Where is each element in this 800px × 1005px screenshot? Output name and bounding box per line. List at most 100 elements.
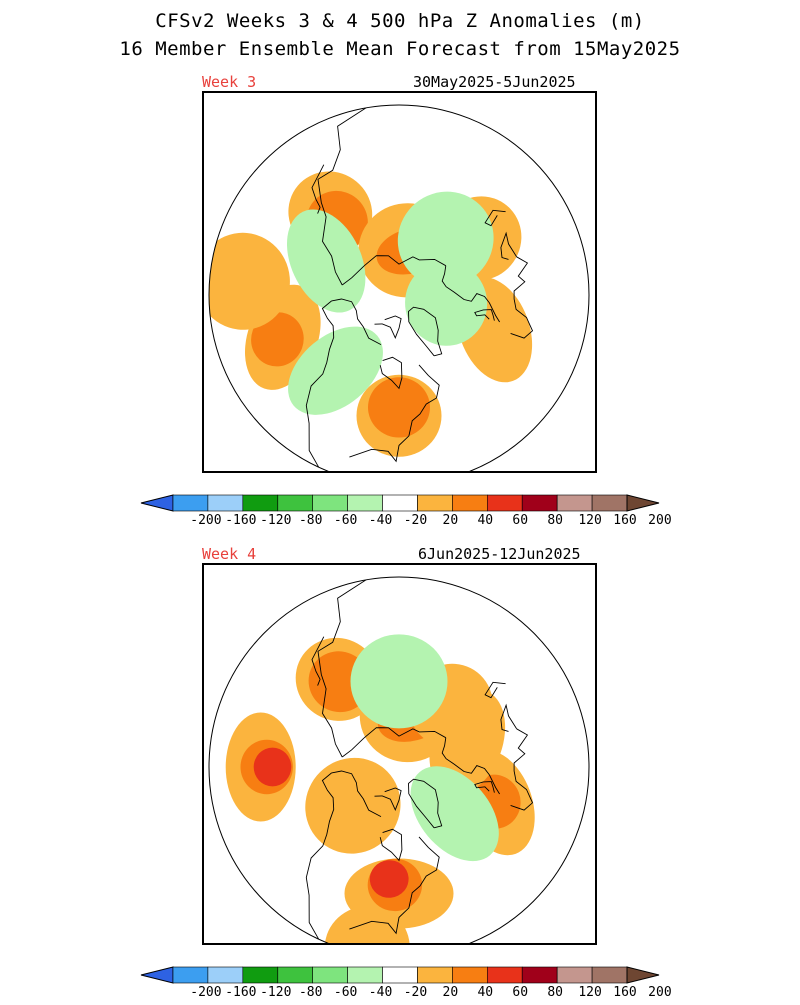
coastline	[331, 770, 382, 817]
colorbar-swatch	[172, 966, 209, 984]
colorbar-swatch	[277, 494, 314, 512]
colorbar-swatch	[556, 966, 593, 984]
colorbar-swatch	[591, 966, 628, 984]
colorbar-tick-label: -200	[190, 985, 222, 1000]
coastline	[341, 255, 447, 286]
colorbar-tick-label: 40	[477, 985, 494, 1000]
colorbar-tick-label: 60	[512, 985, 529, 1000]
anomaly-region-60	[253, 747, 292, 787]
coastline	[311, 636, 325, 686]
anomaly-region-60	[369, 860, 409, 898]
colorbar-swatch	[242, 966, 279, 984]
chart-title: CFSv2 Weeks 3 & 4 500 hPa Z Anomalies (m…	[155, 10, 645, 32]
colorbar-swatch	[172, 494, 209, 512]
coastline	[408, 778, 443, 829]
coastline	[374, 315, 402, 339]
colorbar-tick-label: -60	[333, 513, 358, 528]
coastline	[349, 836, 440, 935]
coastline	[374, 787, 402, 811]
colorbar-tick-label: 20	[442, 513, 459, 528]
colorbar-swatch	[417, 966, 453, 984]
colorbar-swatch	[486, 494, 523, 512]
coastline	[484, 681, 506, 699]
week4-label: Week 4	[202, 545, 257, 563]
colorbar-swatch	[556, 494, 593, 512]
map-boundary	[208, 104, 590, 471]
coastline	[510, 728, 534, 811]
coastline	[408, 306, 443, 357]
coastline	[484, 209, 506, 227]
colorbar-arrow-high	[626, 966, 660, 984]
colorbar-swatch	[452, 966, 488, 984]
coastline	[500, 703, 517, 732]
week3-colorbar: -200 -160 -120 -80 -60 -40 -20 20 40 60 80 120 160 20…	[140, 493, 672, 533]
coastline	[510, 256, 534, 339]
week3-label: Week 3	[202, 73, 257, 91]
colorbar-swatch	[277, 966, 314, 984]
colorbar-tick-label: -200	[190, 513, 222, 528]
coastline	[317, 107, 367, 286]
colorbar-arrow-low	[140, 966, 174, 984]
colorbar-swatch	[312, 966, 348, 984]
colorbar-tick-label: -80	[298, 985, 323, 1000]
colorbar-tick-label: 120	[578, 513, 602, 528]
anomaly-region-20	[305, 757, 401, 854]
week4-colorbar: -200 -160 -120 -80 -60 -40 -20 20 40 60 80 120 160 20…	[140, 965, 672, 1005]
colorbar-tick-label: 160	[613, 513, 637, 528]
colorbar-tick-label: 20	[442, 985, 459, 1000]
anomaly-region-20	[324, 906, 410, 943]
colorbar-swatch	[347, 494, 383, 512]
chart-subtitle: 16 Member Ensemble Mean Forecast from 15…	[119, 38, 681, 60]
coastline	[311, 164, 325, 214]
coastline	[379, 356, 403, 390]
colorbar-tick-label: 60	[512, 513, 529, 528]
coastline	[349, 364, 440, 463]
anomaly-region-40	[251, 312, 304, 367]
colorbar-swatch	[486, 966, 523, 984]
week4-date-range: 6Jun2025-12Jun2025	[418, 545, 581, 563]
anomaly-region--20	[397, 191, 494, 287]
colorbar-tick-label: -160	[225, 985, 257, 1000]
anomaly-region-40	[368, 377, 430, 438]
colorbar-tick-label: -20	[403, 513, 428, 528]
colorbar-tick-label: -120	[260, 985, 292, 1000]
colorbar-tick-label: 200	[648, 513, 672, 528]
colorbar-swatch	[382, 966, 418, 984]
colorbar-swatch	[591, 494, 628, 512]
anomaly-region--20	[288, 326, 383, 415]
coastline	[341, 727, 447, 758]
anomaly-region--20	[350, 634, 448, 729]
coastline	[305, 300, 335, 468]
coastline	[317, 579, 367, 758]
colorbar-tick-label: -40	[368, 985, 393, 1000]
colorbar-tick-label: -80	[298, 513, 323, 528]
week4-map	[202, 563, 597, 945]
colorbar-arrow-low	[140, 494, 174, 512]
colorbar-tick-label: 80	[547, 985, 563, 1000]
colorbar-tick-label: -160	[225, 513, 257, 528]
coastline	[441, 265, 500, 323]
coastline	[331, 298, 382, 345]
colorbar-swatch	[417, 494, 453, 512]
colorbar-tick-label: -40	[368, 513, 393, 528]
colorbar-tick-label: -60	[333, 985, 358, 1000]
week3-map	[202, 91, 597, 473]
map-boundary	[208, 576, 590, 943]
colorbar-swatch	[382, 494, 418, 512]
colorbar-arrow-high	[626, 494, 660, 512]
colorbar-tick-label: 160	[613, 985, 637, 1000]
week3-date-range: 30May2025-5Jun2025	[413, 73, 576, 91]
colorbar-swatch	[207, 494, 244, 512]
coastline	[379, 828, 403, 862]
colorbar-swatch	[207, 966, 244, 984]
colorbar-swatch	[521, 494, 558, 512]
colorbar-tick-label: -20	[403, 985, 428, 1000]
colorbar-tick-label: 40	[477, 513, 494, 528]
colorbar-swatch	[521, 966, 558, 984]
anomaly-region--20	[410, 766, 499, 862]
coastline	[474, 781, 495, 793]
coastline	[305, 772, 335, 940]
colorbar-tick-label: 80	[547, 513, 563, 528]
colorbar-swatch	[312, 494, 348, 512]
colorbar-tick-label: 200	[648, 985, 672, 1000]
